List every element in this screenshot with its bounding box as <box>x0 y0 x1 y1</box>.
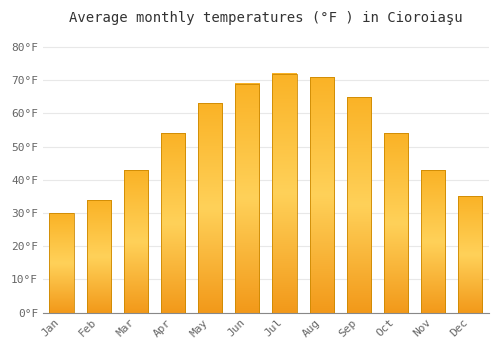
Bar <box>458 196 482 313</box>
Bar <box>86 200 111 313</box>
Bar <box>198 104 222 313</box>
Bar <box>421 170 445 313</box>
Bar <box>124 170 148 313</box>
Bar <box>236 84 260 313</box>
Bar <box>384 133 408 313</box>
Bar <box>272 74 296 313</box>
Bar <box>347 97 371 313</box>
Bar <box>161 133 185 313</box>
Title: Average monthly temperatures (°F ) in Cioroiaşu: Average monthly temperatures (°F ) in Ci… <box>69 11 462 25</box>
Bar <box>50 213 74 313</box>
Bar <box>310 77 334 313</box>
